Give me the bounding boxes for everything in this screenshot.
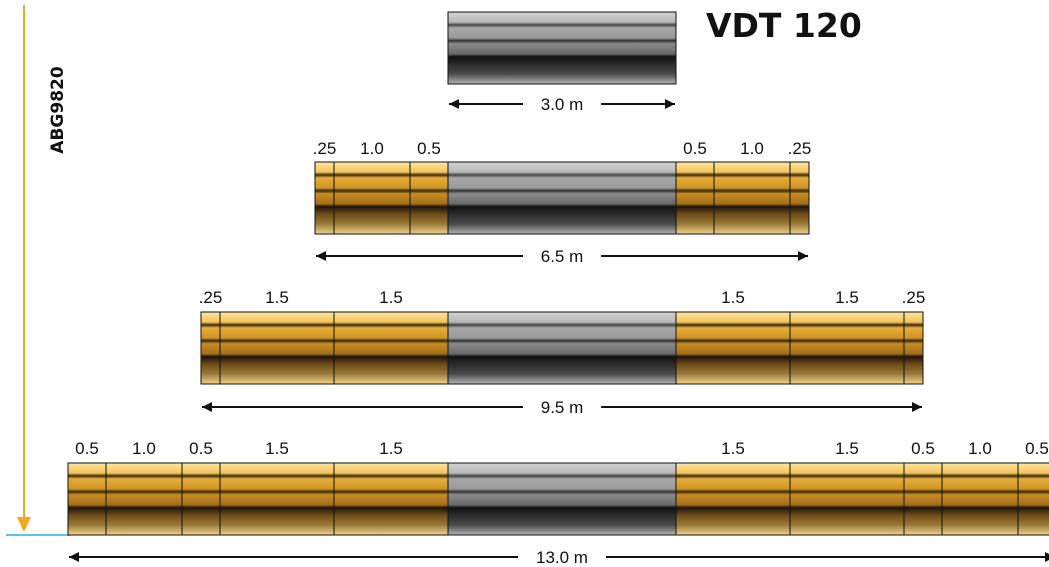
extension-segment-left: [333, 311, 449, 385]
extension-segment-right: [1017, 462, 1049, 536]
base-screed: [447, 311, 677, 385]
extension-segment-left: [105, 462, 183, 536]
extension-segment-right: [903, 462, 943, 536]
extension-segment-left: [200, 311, 221, 385]
extension-segment-right: [903, 311, 924, 385]
segment-width-label: 1.0: [968, 439, 992, 458]
extension-segment-left: [181, 462, 221, 536]
configuration-row: .25 1.5 1.5 1.5 1.5 .25 9.5 m: [199, 288, 926, 417]
segment-width-label: .25: [902, 288, 926, 307]
segment-width-label: .25: [313, 139, 337, 158]
segment-width-label: .25: [199, 288, 223, 307]
segment-width-label: 1.5: [721, 288, 745, 307]
model-title: VDT 120: [706, 6, 862, 45]
total-width-label: 3.0 m: [541, 95, 584, 114]
extension-segment-right: [713, 161, 791, 235]
segment-width-label: 1.5: [265, 439, 289, 458]
segment-width-label: .25: [788, 139, 812, 158]
extension-segment-right: [941, 462, 1019, 536]
configuration-row: .25 1.0 0.5 0.5 1.0 .25 6.5 m: [313, 139, 812, 266]
vertical-guide-arrow: [17, 517, 31, 532]
extension-segment-left: [219, 311, 335, 385]
segment-width-label: 1.0: [740, 139, 764, 158]
segment-width-label: 0.5: [189, 439, 213, 458]
extension-segment-right: [675, 311, 791, 385]
segment-width-label: 0.5: [417, 139, 441, 158]
segment-width-label: 1.0: [360, 139, 384, 158]
segment-width-label: 1.5: [379, 288, 403, 307]
configuration-rows: 3.0 m .25 1.0 0.5 0.5 1.0 .25 6.5 m .25 1.5 1.5 1.5…: [67, 11, 1049, 567]
segment-width-label: 0.5: [683, 139, 707, 158]
extension-segment-left: [409, 161, 449, 235]
segment-width-label: 1.5: [721, 439, 745, 458]
configuration-row: 0.5 1.0 0.5 1.5 1.5 1.5 1.5 0.5 1.0 0.5 13.0 m: [67, 439, 1049, 567]
segment-width-label: 1.5: [265, 288, 289, 307]
configuration-row: 3.0 m: [447, 11, 677, 114]
segment-width-label: 0.5: [911, 439, 935, 458]
segment-width-label: 0.5: [1025, 439, 1049, 458]
base-screed: [447, 161, 677, 235]
segment-width-label: 1.0: [132, 439, 156, 458]
segment-width-label: 0.5: [75, 439, 99, 458]
base-screed: [447, 11, 677, 85]
extension-segment-left: [219, 462, 335, 536]
extension-segment-right: [789, 161, 810, 235]
extension-segment-left: [333, 462, 449, 536]
side-code-label: ABG9820: [48, 66, 68, 154]
extension-segment-left: [314, 161, 335, 235]
total-width-label: 9.5 m: [541, 398, 584, 417]
extension-segment-right: [675, 462, 791, 536]
extension-segment-right: [789, 462, 905, 536]
total-width-label: 13.0 m: [536, 548, 588, 567]
extension-segment-right: [675, 161, 715, 235]
segment-width-label: 1.5: [379, 439, 403, 458]
total-width-label: 6.5 m: [541, 247, 584, 266]
segment-width-label: 1.5: [835, 288, 859, 307]
segment-width-label: 1.5: [835, 439, 859, 458]
base-screed: [447, 462, 677, 536]
extension-segment-left: [333, 161, 411, 235]
extension-segment-left: [67, 462, 107, 536]
extension-segment-right: [789, 311, 905, 385]
